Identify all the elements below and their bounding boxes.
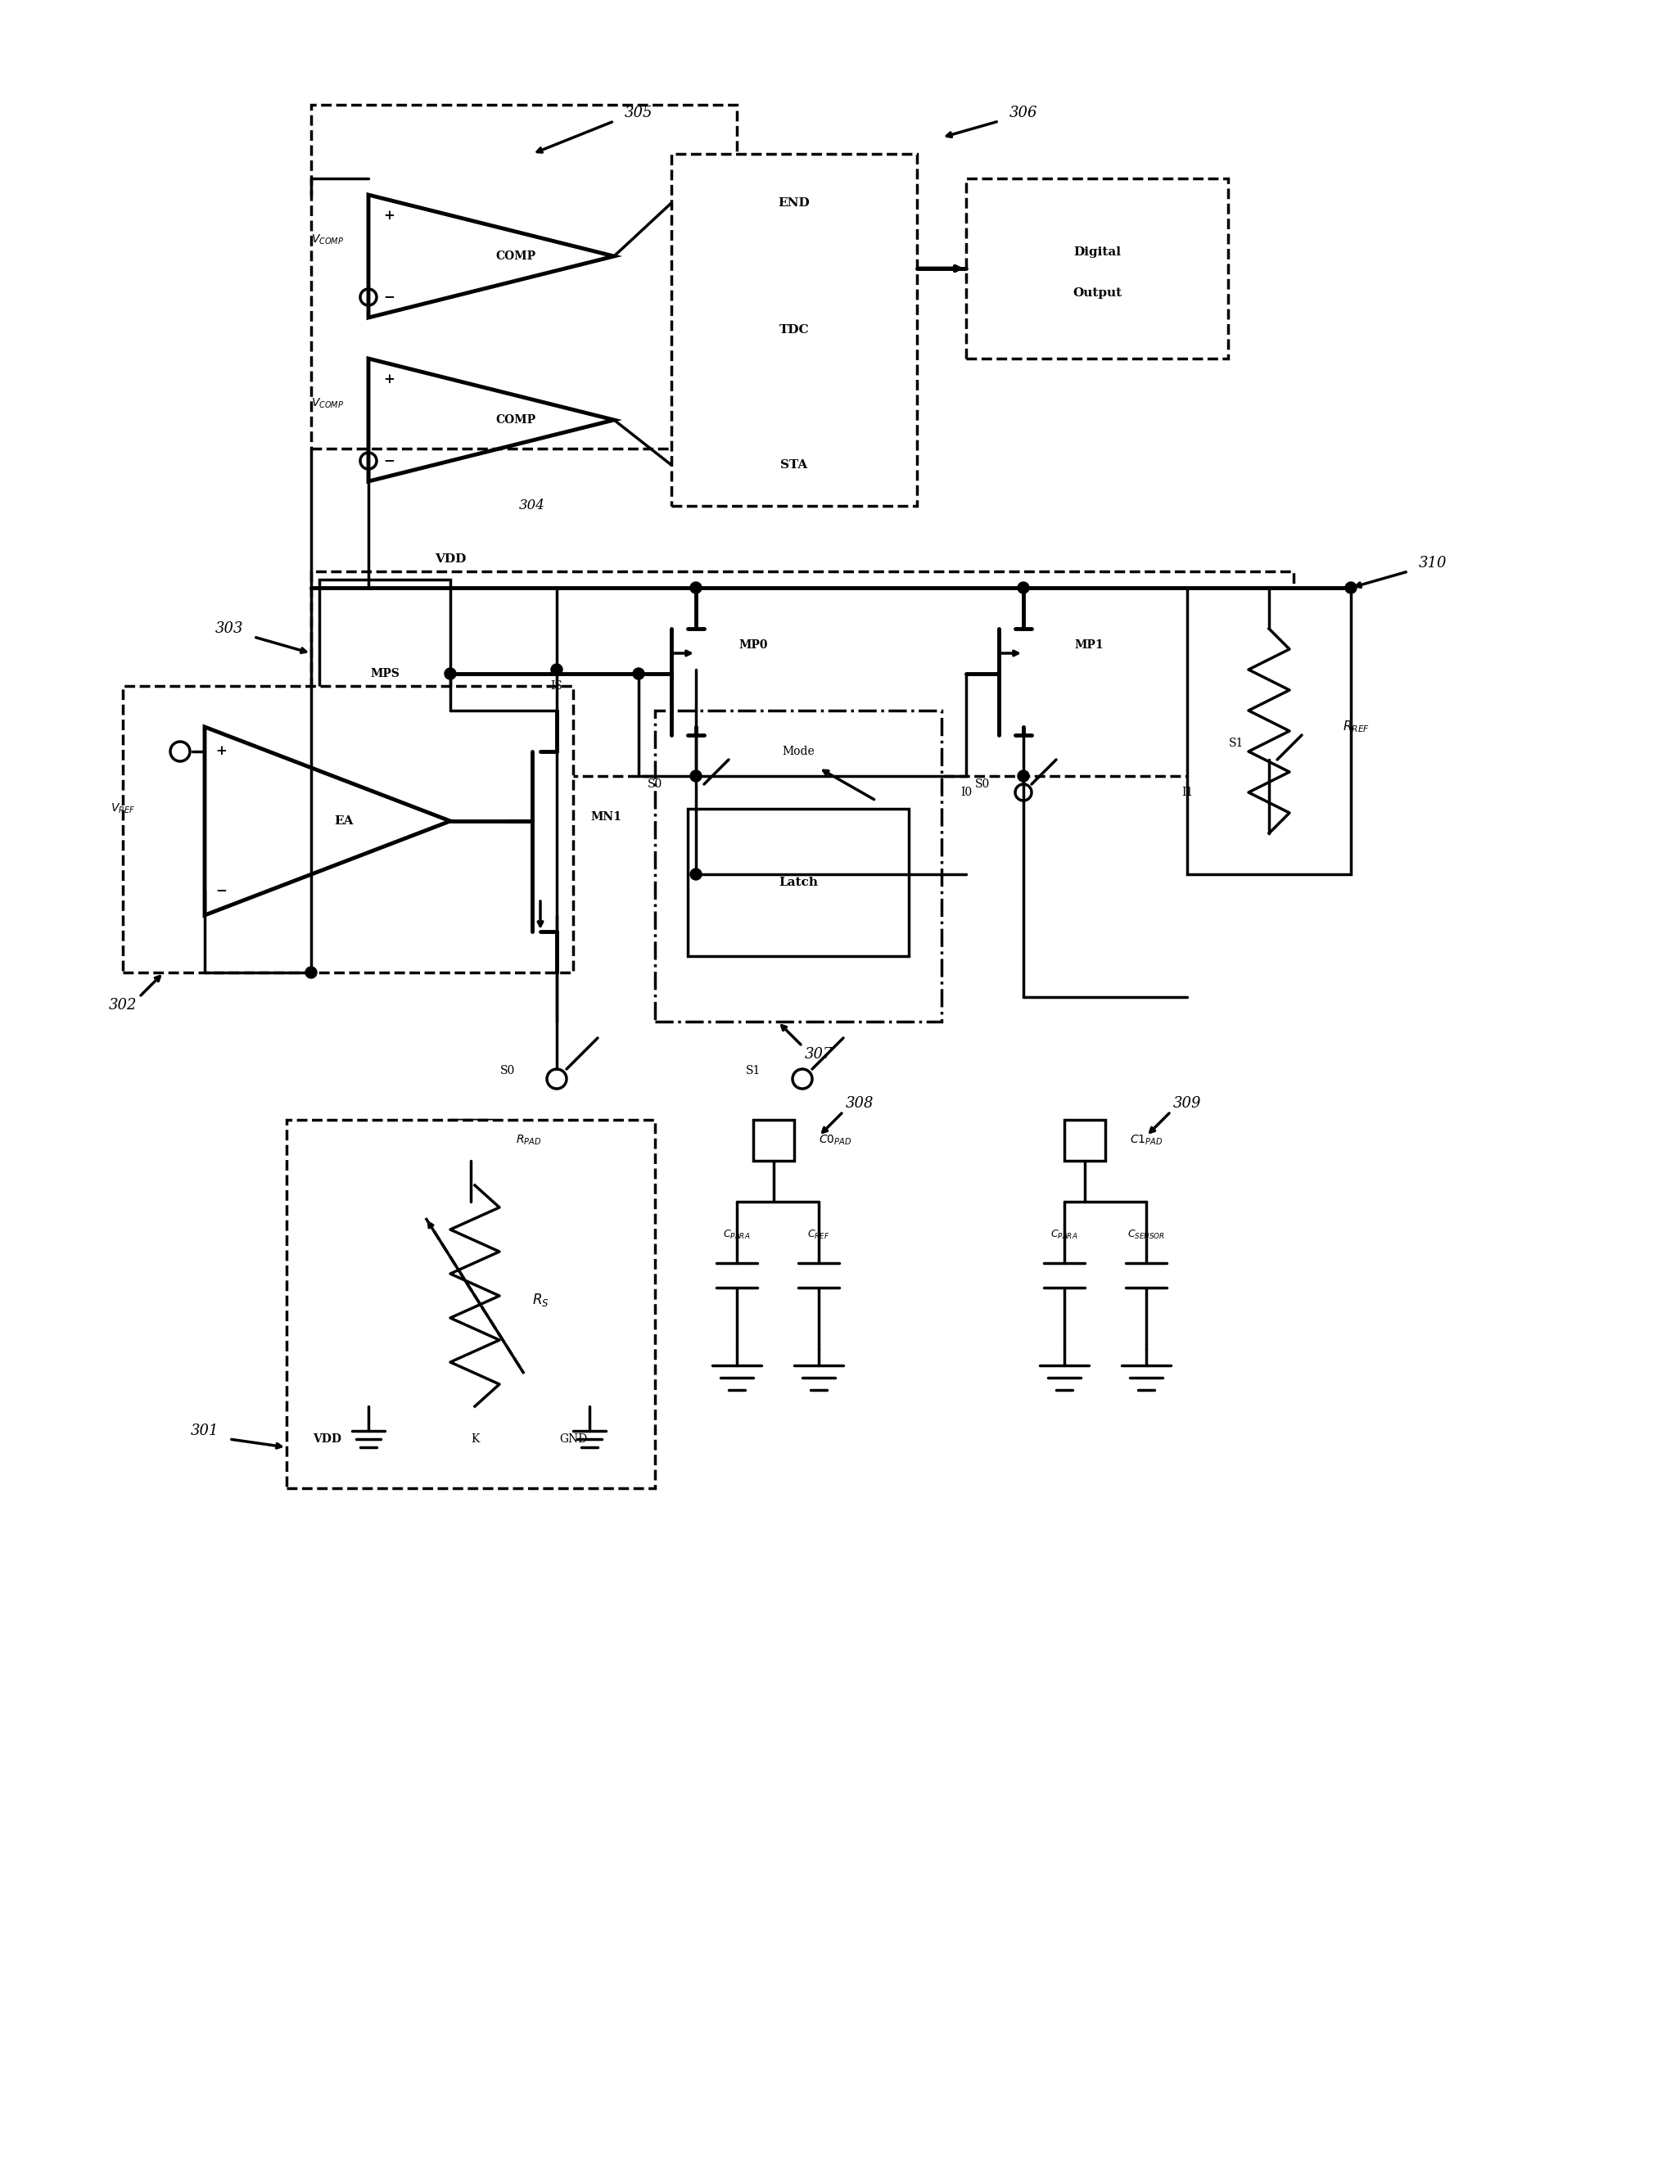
Text: 310: 310 — [1418, 555, 1446, 570]
Text: 309: 309 — [1173, 1096, 1201, 1112]
Text: $V_{COMP}$: $V_{COMP}$ — [311, 397, 344, 411]
Text: $C1_{PAD}$: $C1_{PAD}$ — [1131, 1133, 1163, 1147]
Text: $C0_{PAD}$: $C0_{PAD}$ — [818, 1133, 852, 1147]
Text: 307: 307 — [805, 1046, 833, 1061]
Bar — [450, 1120, 491, 1160]
Text: I0: I0 — [961, 786, 971, 797]
Text: +: + — [215, 745, 227, 758]
Text: VDD: VDD — [312, 1433, 341, 1446]
Text: MP1: MP1 — [1074, 640, 1104, 651]
Text: $R_{REF}$: $R_{REF}$ — [1342, 719, 1369, 734]
Bar — [123, 686, 573, 972]
Text: $V_{REF}$: $V_{REF}$ — [111, 802, 134, 815]
Circle shape — [551, 664, 563, 675]
Text: S1: S1 — [1228, 738, 1243, 749]
Text: Digital: Digital — [1074, 247, 1121, 258]
Text: −: − — [383, 454, 395, 467]
Text: +: + — [383, 207, 395, 223]
Bar — [311, 572, 1294, 775]
Text: $C_{PARA}$: $C_{PARA}$ — [722, 1227, 751, 1241]
Text: COMP: COMP — [496, 415, 536, 426]
Text: S0: S0 — [974, 778, 990, 791]
Bar — [311, 105, 738, 448]
Bar — [753, 1120, 795, 1160]
Text: $R_S$: $R_S$ — [533, 1291, 549, 1308]
Text: MN1: MN1 — [590, 810, 622, 823]
Circle shape — [1018, 771, 1030, 782]
Circle shape — [445, 668, 455, 679]
Text: 302: 302 — [109, 998, 138, 1013]
Text: S1: S1 — [746, 1066, 761, 1077]
Text: S0: S0 — [501, 1066, 516, 1077]
Text: $C_{PARA}$: $C_{PARA}$ — [1050, 1227, 1079, 1241]
Circle shape — [1346, 581, 1357, 594]
Text: VDD: VDD — [435, 553, 465, 566]
Text: IS: IS — [551, 679, 563, 692]
Text: $C_{REF}$: $C_{REF}$ — [808, 1227, 830, 1241]
Text: 308: 308 — [845, 1096, 874, 1112]
Bar — [966, 179, 1228, 358]
Bar — [672, 153, 917, 507]
Text: 304: 304 — [519, 498, 546, 513]
Text: Output: Output — [1072, 288, 1122, 299]
Bar — [687, 808, 909, 957]
Circle shape — [306, 968, 318, 978]
Text: K: K — [470, 1433, 479, 1446]
Text: Mode: Mode — [781, 745, 815, 758]
Text: 305: 305 — [625, 105, 654, 120]
Circle shape — [633, 668, 645, 679]
Text: STA: STA — [781, 459, 808, 472]
Circle shape — [1018, 581, 1030, 594]
Text: I1: I1 — [1181, 786, 1193, 797]
Text: S0: S0 — [647, 778, 662, 791]
Text: 301: 301 — [190, 1424, 218, 1439]
Text: TDC: TDC — [780, 323, 810, 336]
Text: END: END — [778, 197, 810, 210]
Text: MP0: MP0 — [739, 640, 768, 651]
Bar — [655, 710, 941, 1022]
Text: GND: GND — [559, 1433, 586, 1446]
Text: −: − — [383, 290, 395, 304]
Bar — [1065, 1120, 1105, 1160]
Text: +: + — [383, 371, 395, 387]
Text: COMP: COMP — [496, 251, 536, 262]
Text: −: − — [215, 885, 227, 898]
Text: EA: EA — [334, 815, 353, 828]
Text: 306: 306 — [1010, 105, 1038, 120]
Circle shape — [690, 771, 702, 782]
Text: $C_{SENSOR}$: $C_{SENSOR}$ — [1127, 1227, 1164, 1241]
Bar — [287, 1120, 655, 1487]
Text: 303: 303 — [215, 620, 244, 636]
Bar — [1188, 587, 1351, 874]
Text: Latch: Latch — [778, 876, 818, 889]
Circle shape — [690, 869, 702, 880]
Text: MPS: MPS — [370, 668, 400, 679]
Circle shape — [690, 581, 702, 594]
Text: $R_{PAD}$: $R_{PAD}$ — [516, 1133, 541, 1147]
Bar — [319, 579, 450, 769]
Text: $V_{COMP}$: $V_{COMP}$ — [311, 234, 344, 247]
